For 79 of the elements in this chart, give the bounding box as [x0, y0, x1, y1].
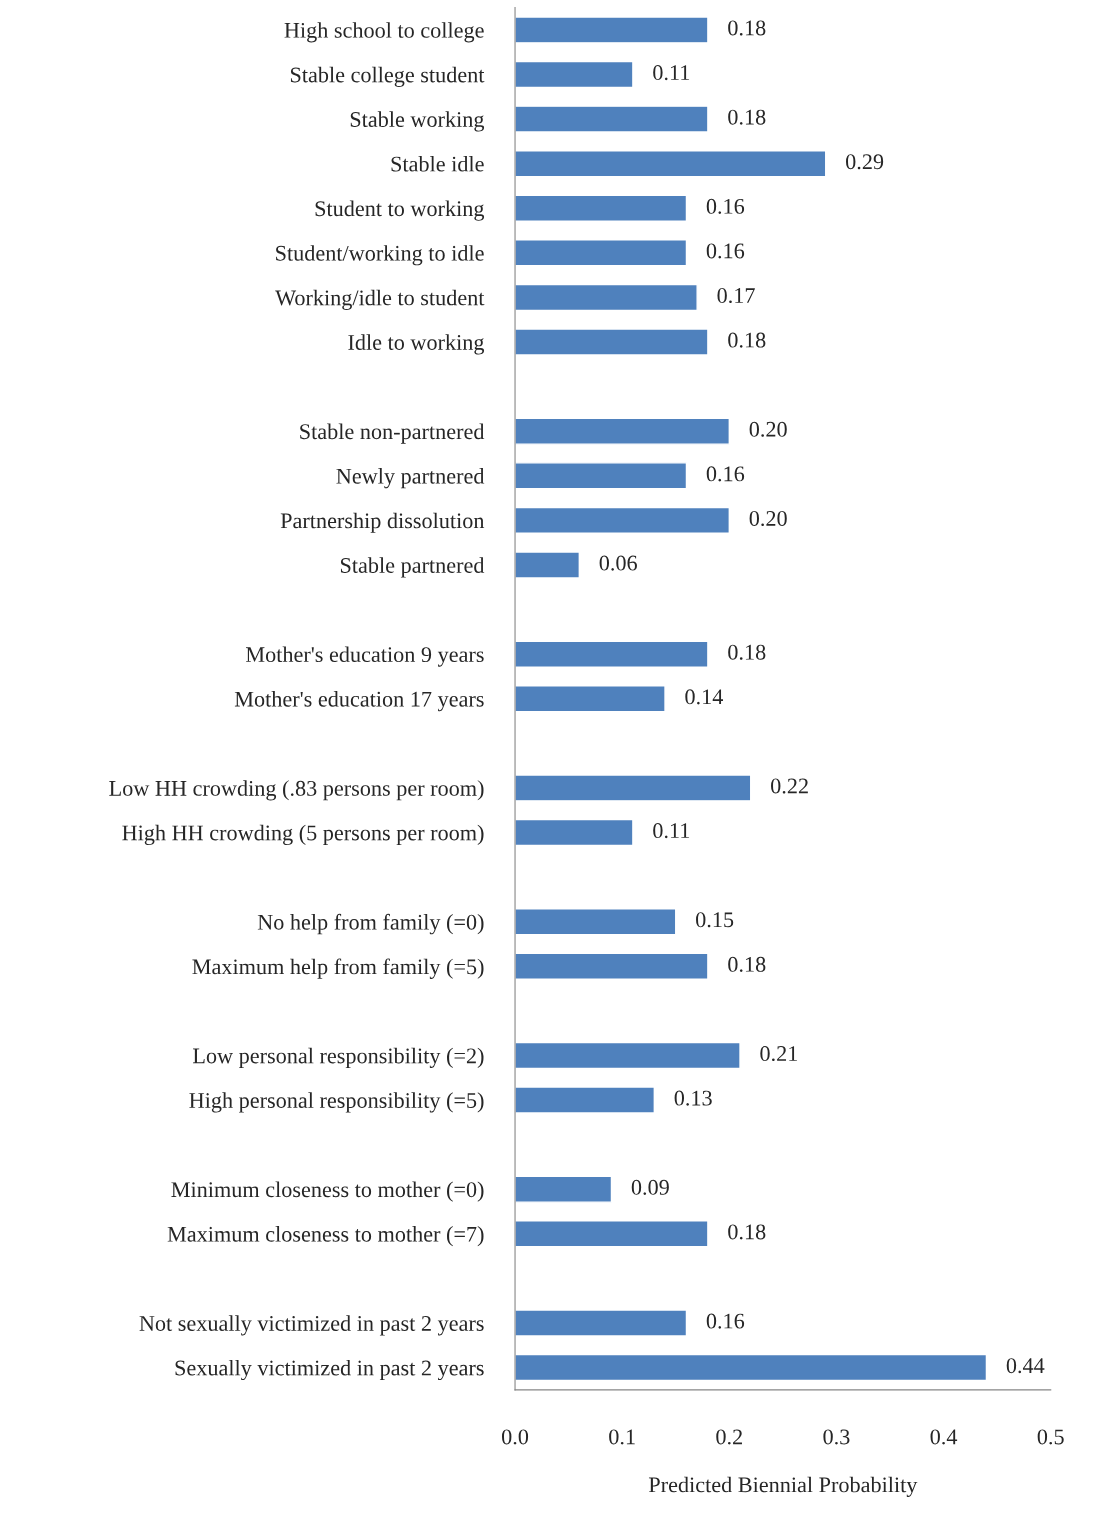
y-tick-label: Idle to working: [348, 334, 485, 355]
bar: [515, 194, 688, 222]
bar: [515, 462, 688, 490]
y-tick-label: Low HH crowding (.83 persons per room): [109, 780, 484, 801]
y-tick-label: Low personal responsibility (=2): [193, 1047, 484, 1068]
y-tick-label: Stable working: [350, 111, 485, 132]
bar: [515, 640, 709, 668]
y-tick-label: High HH crowding (5 persons per room): [122, 824, 484, 846]
y-tick-label: Not sexually victimized in past 2 years: [139, 1315, 484, 1336]
bar: [515, 239, 688, 267]
data-label: 0.16: [706, 1313, 745, 1329]
bar: [515, 551, 581, 579]
y-tick-label: High personal responsibility (=5): [189, 1092, 484, 1113]
data-label: 0.09: [631, 1179, 669, 1195]
y-tick-label: Newly partnered: [336, 468, 485, 489]
y-tick-label: Minimum closeness to mother (=0): [171, 1181, 484, 1202]
x-axis-title: Predicted Biennial Probability: [648, 1476, 918, 1497]
data-label: 0.11: [653, 823, 690, 839]
y-tick-label: Maximum closeness to mother (=7): [167, 1226, 484, 1247]
bar: [515, 952, 709, 980]
x-tick-label: 0.5: [1037, 1429, 1064, 1445]
data-label: 0.14: [685, 689, 724, 705]
data-label: 0.16: [706, 243, 745, 259]
data-label: 0.16: [706, 198, 745, 214]
y-tick-label: Stable partnered: [340, 557, 485, 578]
y-tick-label: Stable idle: [391, 155, 484, 172]
data-label: 0.18: [728, 644, 766, 660]
bar: [515, 1175, 613, 1203]
y-tick-label: Mother's education 9 years: [245, 646, 484, 667]
data-label: 0.22: [771, 778, 808, 794]
bar: [515, 1220, 709, 1248]
data-label: 0.18: [728, 20, 766, 36]
y-tick-label: Working/idle to student: [275, 289, 485, 310]
data-label: 0.06: [599, 555, 637, 571]
bar: [515, 150, 827, 178]
bar: [515, 328, 709, 356]
bar: [515, 818, 634, 847]
bar: [515, 1041, 741, 1070]
bar: [515, 283, 698, 312]
x-tick-label: 0.1: [609, 1429, 635, 1445]
bar: [515, 105, 709, 133]
data-label: 0.17: [717, 288, 755, 304]
data-label: 0.18: [728, 956, 766, 972]
y-tick-label: Student/working to idle: [276, 245, 484, 266]
y-tick-label: Mother's education 17 years: [234, 691, 484, 712]
data-label: 0.20: [749, 421, 787, 437]
y-tick-label: Sexually victimized in past 2 years: [175, 1359, 484, 1381]
x-tick-label: 0.4: [930, 1429, 958, 1445]
data-label: 0.16: [706, 466, 745, 482]
bar: [515, 1086, 656, 1114]
x-tick-label: 0.2: [716, 1429, 742, 1445]
data-label: 0.21: [760, 1046, 798, 1062]
bar: [515, 16, 709, 44]
y-tick-label: Student to working: [315, 200, 485, 221]
bar: [515, 774, 752, 802]
y-tick-label: Maximum help from family (=5): [192, 958, 484, 979]
y-tick-label: High school to college: [284, 22, 484, 43]
data-label: 0.44: [1006, 1358, 1045, 1374]
y-tick-label: Partnership dissolution: [280, 512, 485, 533]
x-tick-label: 0.3: [823, 1429, 850, 1445]
data-label: 0.11: [653, 65, 690, 81]
data-label: 0.29: [846, 154, 884, 170]
bar: [515, 685, 666, 713]
y-tick-label: No help from family (=0): [257, 913, 484, 935]
y-tick-label: Stable non-partnered: [300, 423, 485, 444]
bar: [515, 60, 634, 89]
y-tick-label: Stable college student: [290, 66, 485, 87]
data-label: 0.20: [749, 510, 787, 527]
bar: [515, 908, 677, 936]
data-label: 0.18: [728, 332, 766, 348]
bar: [515, 506, 731, 535]
x-tick-label: 0.0: [501, 1429, 529, 1445]
bar: [515, 1309, 688, 1337]
data-label: 0.13: [674, 1090, 712, 1106]
data-label: 0.15: [696, 912, 734, 928]
bar: [515, 417, 731, 445]
data-label: 0.18: [728, 109, 766, 125]
data-label: 0.18: [728, 1224, 766, 1240]
bar: [515, 1353, 988, 1382]
